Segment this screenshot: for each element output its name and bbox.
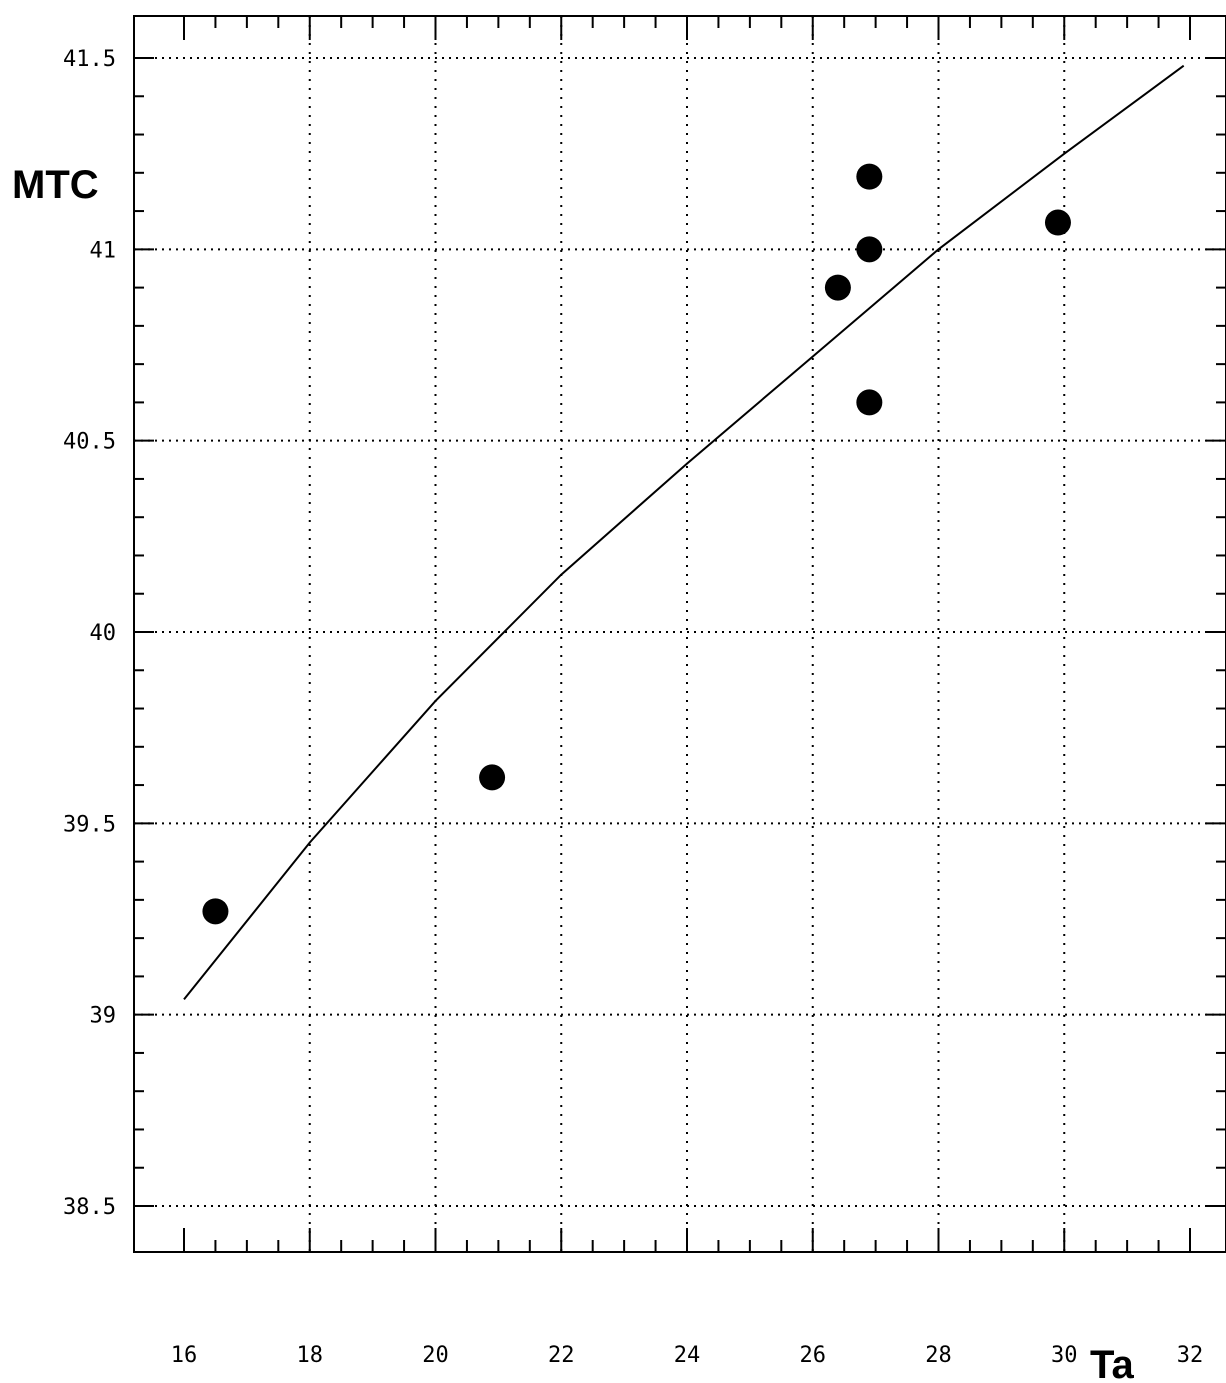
x-tick-label: 26 [800,1343,827,1368]
x-tick-labels: 16 18 20 22 24 26 28 30 32 [171,1343,1204,1368]
y-tick-label: 39.5 [63,812,116,837]
x-tick-label: 28 [925,1343,952,1368]
grid-layer [134,16,1226,1252]
y-tick-label: 38.5 [63,1195,116,1220]
x-axis-label: Ta [1090,1343,1134,1383]
y-tick-label: 41.5 [63,47,116,72]
x-tick-label: 20 [422,1343,449,1368]
data-point [856,389,883,416]
trend-line-layer [183,64,1185,1001]
x-tick-label: 22 [548,1343,575,1368]
data-point [1044,209,1071,236]
y-tick-labels: 38.5 39 39.5 40 40.5 41 41.5 [63,47,116,1220]
y-tick-label: 40 [90,621,117,646]
data-point [202,898,229,925]
data-point [824,274,851,301]
y-tick-label: 40.5 [63,430,116,455]
x-tick-label: 30 [1051,1343,1078,1368]
y-axis-label: MTC [12,163,99,207]
data-point [856,163,883,190]
data-point [479,764,506,791]
trend-line [183,64,1185,1001]
x-tick-label: 18 [297,1343,324,1368]
data-points-layer [202,163,1071,925]
plot-border [133,15,1226,1253]
x-tick-label: 16 [171,1343,198,1368]
y-tick-label: 39 [90,1004,117,1029]
x-tick-label: 24 [674,1343,701,1368]
data-point [856,236,883,263]
plot-frame [133,15,1226,1253]
y-tick-label: 41 [90,238,117,263]
x-tick-label: 32 [1177,1343,1204,1368]
